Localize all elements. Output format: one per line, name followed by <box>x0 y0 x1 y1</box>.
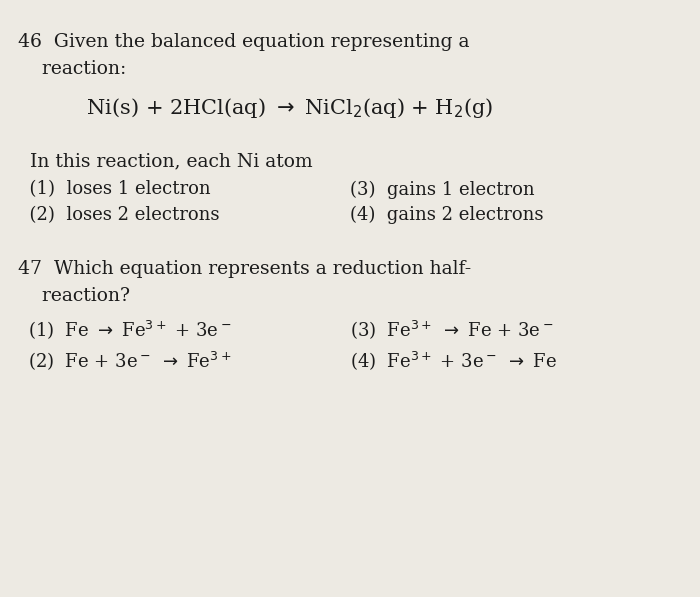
Text: 46  Given the balanced equation representing a: 46 Given the balanced equation represent… <box>18 33 469 51</box>
Text: In this reaction, each Ni atom: In this reaction, each Ni atom <box>18 152 312 170</box>
Text: (1)  loses 1 electron: (1) loses 1 electron <box>18 180 210 198</box>
Text: (4)  Fe$^{3+}$ + 3e$^-$ $\rightarrow$ Fe: (4) Fe$^{3+}$ + 3e$^-$ $\rightarrow$ Fe <box>350 349 556 372</box>
Text: (2)  loses 2 electrons: (2) loses 2 electrons <box>18 206 219 224</box>
Text: (3)  gains 1 electron: (3) gains 1 electron <box>350 180 535 199</box>
Text: 47  Which equation represents a reduction half-: 47 Which equation represents a reduction… <box>18 260 470 278</box>
Text: (2)  Fe + 3e$^-$ $\rightarrow$ Fe$^{3+}$: (2) Fe + 3e$^-$ $\rightarrow$ Fe$^{3+}$ <box>28 349 232 372</box>
Text: (1)  Fe $\rightarrow$ Fe$^{3+}$ + 3e$^-$: (1) Fe $\rightarrow$ Fe$^{3+}$ + 3e$^-$ <box>28 318 232 341</box>
Text: (4)  gains 2 electrons: (4) gains 2 electrons <box>350 206 543 224</box>
Text: reaction:: reaction: <box>18 60 126 78</box>
Text: (3)  Fe$^{3+}$ $\rightarrow$ Fe + 3e$^-$: (3) Fe$^{3+}$ $\rightarrow$ Fe + 3e$^-$ <box>350 318 554 341</box>
Text: reaction?: reaction? <box>18 287 130 304</box>
Text: Ni(s) + 2HCl(aq) $\rightarrow$ NiCl$_2$(aq) + H$_2$(g): Ni(s) + 2HCl(aq) $\rightarrow$ NiCl$_2$(… <box>60 96 493 119</box>
